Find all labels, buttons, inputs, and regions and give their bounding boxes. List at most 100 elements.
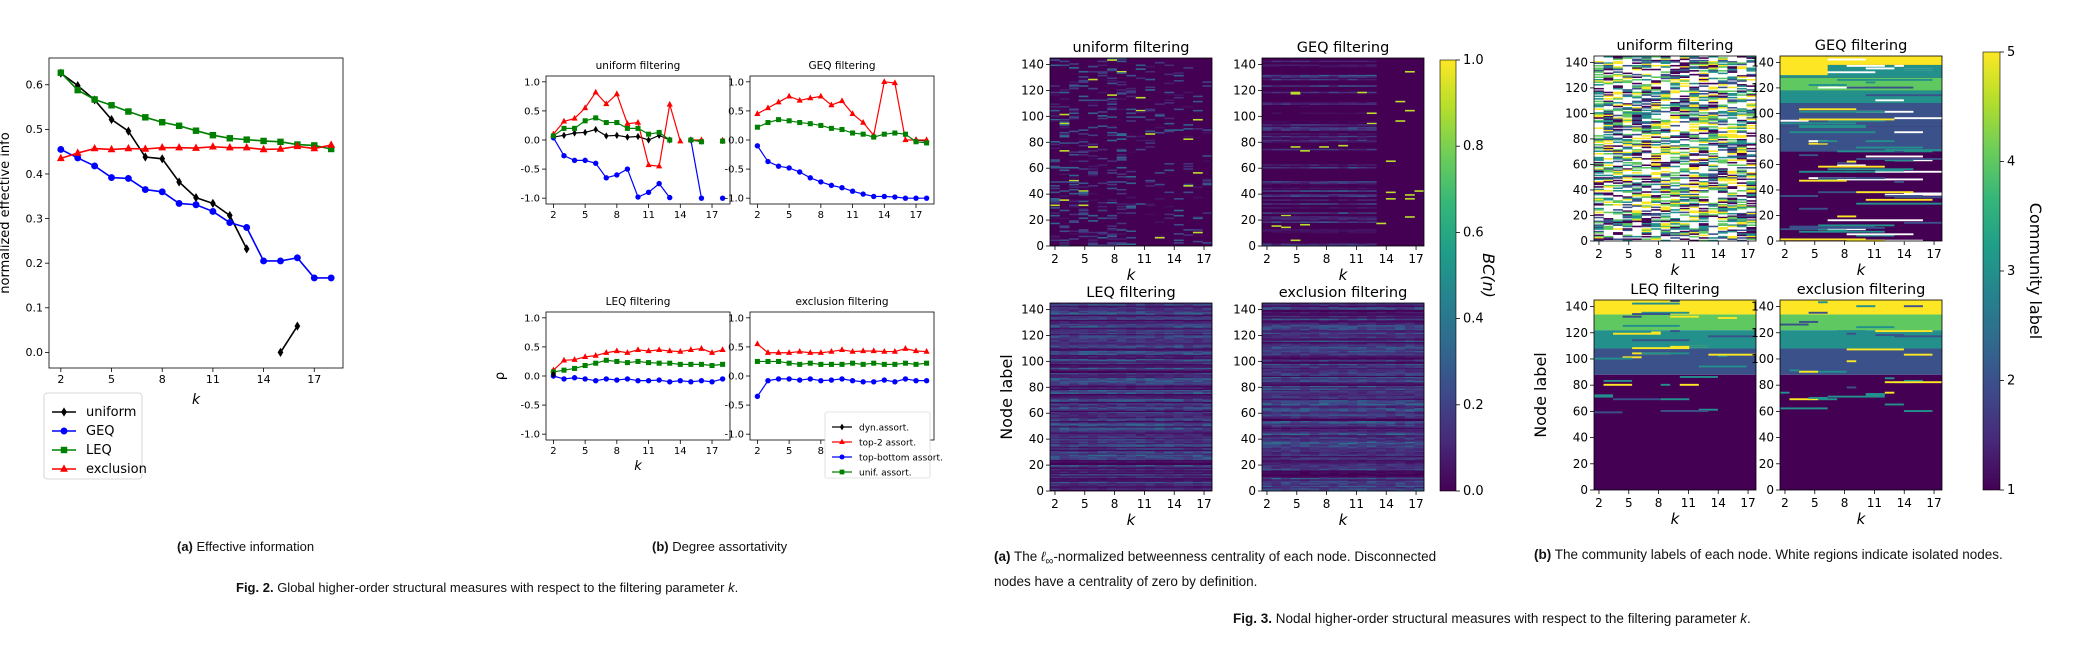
heatmap-cell — [1290, 376, 1301, 379]
heatmap-cell — [1338, 334, 1349, 336]
heatmap-cell — [1262, 339, 1272, 341]
heatmap-cell — [1097, 367, 1108, 370]
heatmap-cell — [1059, 404, 1070, 406]
heatmap-cell — [1145, 433, 1156, 436]
heatmap-cell — [1395, 338, 1406, 340]
heatmap-cell — [1357, 370, 1368, 373]
heatmap-cell — [1050, 470, 1060, 472]
heatmap-cell — [1116, 89, 1127, 91]
heatmap-cell — [1078, 345, 1089, 348]
data-point — [709, 379, 715, 385]
heatmap-cell — [1395, 318, 1406, 321]
heatmap-cell — [1059, 439, 1070, 441]
heatmap-cell — [1126, 91, 1137, 94]
heatmap-cell — [1107, 100, 1118, 103]
heatmap-cell — [1107, 435, 1118, 437]
heatmap-cell — [1145, 445, 1156, 448]
heatmap-cell — [1309, 212, 1320, 214]
heatmap-cell — [1107, 131, 1118, 134]
heatmap-cell — [1192, 339, 1203, 341]
heatmap-cell — [1164, 406, 1175, 409]
heatmap-cell — [1145, 118, 1156, 121]
heatmap-cell — [1135, 427, 1146, 430]
heatmap-cell — [1059, 365, 1070, 367]
heatmap-cell — [1078, 217, 1089, 220]
heatmap-cell — [1126, 310, 1137, 313]
heatmap-cell — [1328, 379, 1339, 382]
heatmap-cell — [1309, 64, 1320, 67]
heatmap-cell — [1164, 378, 1175, 380]
heatmap-cell — [1164, 476, 1175, 479]
heatmap-cell — [1107, 374, 1118, 376]
heatmap-cell — [1262, 308, 1272, 310]
heatmap-cell — [1290, 360, 1301, 362]
heatmap-cell — [1173, 344, 1184, 347]
heatmap-cell — [1357, 166, 1368, 169]
heatmap-cell — [1154, 484, 1165, 487]
heatmap-cell — [1202, 487, 1213, 489]
heatmap-cell — [1366, 182, 1377, 185]
data-point — [603, 175, 609, 181]
heatmap-cell — [1145, 185, 1156, 187]
heatmap-cell — [1183, 369, 1194, 371]
heatmap-cell — [1192, 345, 1203, 348]
heatmap-cell — [1059, 467, 1070, 470]
heatmap-cell — [1328, 336, 1339, 339]
heatmap-cell — [1097, 400, 1108, 402]
heatmap-cell — [1319, 244, 1330, 247]
heatmap-cell — [1135, 402, 1146, 405]
heatmap-cell — [1414, 344, 1425, 347]
heatmap-cell — [1202, 309, 1213, 312]
heatmap-cell — [1078, 472, 1089, 475]
heatmap-cell — [1262, 203, 1272, 205]
heatmap-cell — [1347, 112, 1358, 115]
heatmap-cell — [1088, 339, 1098, 341]
heatmap-cell — [1300, 378, 1310, 380]
data-point — [892, 130, 898, 136]
heatmap-cell — [1097, 313, 1108, 315]
heatmap-cell — [1271, 243, 1282, 246]
heatmap-cell — [1366, 356, 1377, 358]
heatmap-cell — [1309, 315, 1320, 318]
heatmap-cell — [1366, 397, 1377, 400]
x-tick-label: 14 — [674, 210, 687, 221]
heatmap-cell — [1116, 322, 1127, 325]
heatmap-cell — [1107, 321, 1118, 323]
heatmap-cell — [1262, 349, 1272, 352]
heatmap-cell — [1309, 321, 1320, 323]
y-tick-label: 0.5 — [728, 106, 744, 117]
heatmap-cell — [1154, 336, 1165, 339]
heatmap-cell — [1338, 140, 1349, 143]
heatmap-cell — [1300, 365, 1310, 367]
heatmap-cell — [1366, 135, 1377, 138]
heatmap-cell — [1300, 126, 1310, 129]
heatmap-cell — [1088, 423, 1098, 426]
heatmap-cell — [1319, 112, 1330, 115]
heatmap-cell — [1202, 343, 1213, 345]
heatmap-cell — [1088, 361, 1098, 363]
heatmap-cell — [1376, 315, 1387, 318]
heatmap-cell — [1069, 339, 1079, 341]
heatmap-cell — [1376, 335, 1387, 338]
heatmap-cell — [1154, 443, 1165, 445]
heatmap-cell — [1135, 319, 1146, 322]
heatmap-cell — [1154, 398, 1165, 401]
heatmap-cell — [1050, 481, 1060, 484]
heatmap-cell — [1078, 304, 1089, 306]
heatmap-cell — [1328, 128, 1339, 130]
heatmap-cell — [1126, 396, 1137, 398]
heatmap-cell — [1069, 314, 1079, 317]
heatmap-cell — [1395, 303, 1406, 305]
heatmap-cell — [1154, 471, 1165, 474]
data-point — [624, 166, 631, 172]
heatmap-cell — [1414, 353, 1425, 356]
heatmap-cell — [1366, 347, 1377, 349]
heatmap-cell — [1183, 183, 1194, 186]
heatmap-cell — [1088, 312, 1098, 314]
heatmap-cell — [1164, 440, 1175, 443]
heatmap-cell — [1347, 102, 1358, 104]
heatmap-cell — [1357, 243, 1368, 246]
heatmap-cell — [1300, 331, 1310, 334]
heatmap-cell — [1309, 323, 1320, 326]
heatmap-cell — [1069, 317, 1079, 319]
